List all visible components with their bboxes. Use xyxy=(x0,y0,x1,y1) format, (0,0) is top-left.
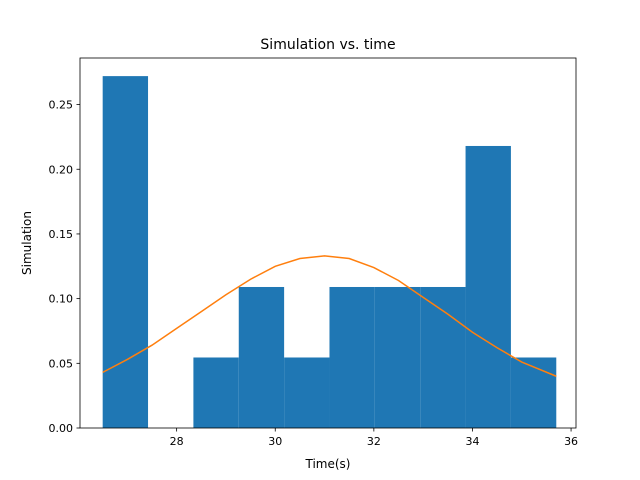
x-tick-label: 32 xyxy=(367,435,381,448)
x-tick-label: 34 xyxy=(465,435,479,448)
histogram-bars xyxy=(102,76,557,429)
y-axis-label: Simulation xyxy=(20,211,34,275)
y-tick-label: 0.15 xyxy=(49,228,74,241)
y-tick-label: 0.25 xyxy=(49,99,74,112)
histogram-bar xyxy=(102,76,149,429)
y-tick-label: 0.10 xyxy=(49,293,74,306)
axes: 28 30 32 34 36 0.00 0.05 0.10 0.15 0.20 0.25 xyxy=(49,57,578,448)
y-tick-label: 0.20 xyxy=(49,163,74,176)
y-tick-label: 0.05 xyxy=(49,357,74,370)
x-tick-label: 30 xyxy=(268,435,282,448)
y-tick-label: 0.00 xyxy=(49,422,74,435)
series-lines xyxy=(102,255,557,377)
histogram-bar xyxy=(420,286,466,428)
histogram-bar xyxy=(374,286,421,428)
series-line xyxy=(102,255,557,377)
histogram-bar xyxy=(329,286,375,428)
x-tick-label: 28 xyxy=(170,435,184,448)
histogram-bar xyxy=(510,357,557,428)
chart-title: Simulation vs. time xyxy=(260,37,395,53)
x-tick-label: 36 xyxy=(564,435,578,448)
histogram-bar xyxy=(284,357,330,428)
histogram-bar xyxy=(238,286,285,428)
histogram-bar xyxy=(193,357,239,428)
axes-frame xyxy=(79,57,577,429)
histogram-bar xyxy=(465,145,511,428)
x-axis-label: Time(s) xyxy=(305,457,351,471)
